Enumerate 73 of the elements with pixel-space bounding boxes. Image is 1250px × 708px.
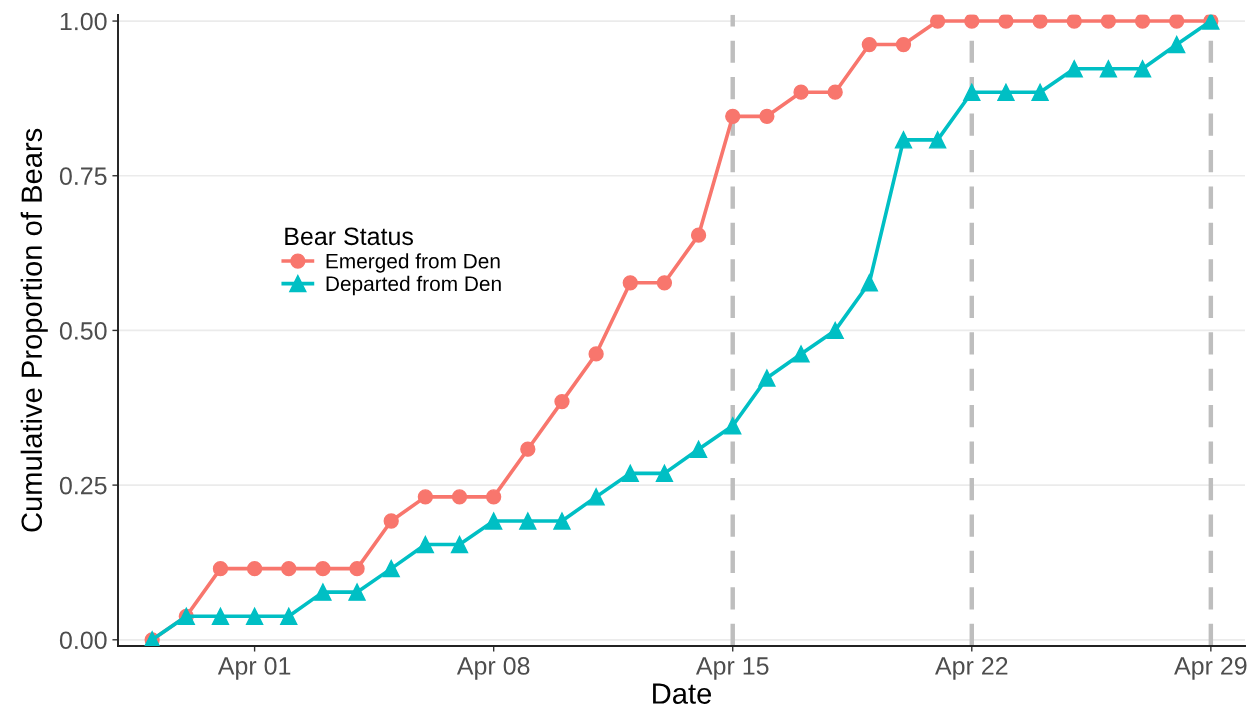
point xyxy=(690,227,707,243)
point xyxy=(588,346,604,362)
x-tick-label: Apr 15 xyxy=(695,657,769,680)
point xyxy=(793,84,809,100)
point xyxy=(894,131,913,149)
point xyxy=(450,535,469,554)
point xyxy=(725,108,741,124)
point xyxy=(587,488,605,506)
point xyxy=(998,14,1014,29)
point xyxy=(451,489,468,505)
point xyxy=(759,108,775,124)
y-tick-label: 0.75 xyxy=(59,167,107,186)
point xyxy=(315,560,331,577)
x-tick-label: Apr 08 xyxy=(456,657,530,680)
point xyxy=(484,512,503,530)
legend-title: Bear Status xyxy=(285,227,413,246)
point xyxy=(211,607,230,625)
point xyxy=(655,464,674,483)
point xyxy=(382,559,400,578)
point xyxy=(689,440,708,458)
y-tick-label: 0.00 xyxy=(59,631,107,650)
x-tick-label: Apr 01 xyxy=(217,657,291,680)
point xyxy=(416,535,435,554)
point xyxy=(656,275,673,291)
y-tick-label: 0.50 xyxy=(59,322,107,340)
point xyxy=(349,560,365,577)
point xyxy=(895,36,912,53)
point xyxy=(554,393,570,410)
point xyxy=(724,417,742,435)
x-tick-label: Apr 29 xyxy=(1174,657,1247,680)
point xyxy=(1031,83,1049,101)
point xyxy=(963,83,981,101)
legend-label: Emerged from Den xyxy=(326,253,500,273)
legend-label: Departed from Den xyxy=(326,275,501,296)
point xyxy=(1133,60,1152,78)
point xyxy=(622,275,638,291)
y-axis-title: Cumulative Proportion of Bears xyxy=(20,128,48,532)
point xyxy=(281,560,297,577)
point xyxy=(383,513,399,529)
point xyxy=(417,489,434,505)
point xyxy=(245,607,264,625)
point xyxy=(314,583,332,601)
point xyxy=(1168,35,1186,54)
point xyxy=(1100,14,1117,29)
point xyxy=(758,369,776,387)
x-axis-title: Date xyxy=(653,683,712,704)
point xyxy=(1169,14,1185,29)
y-tick-label: 1.00 xyxy=(60,12,107,31)
point xyxy=(1032,14,1048,29)
point xyxy=(827,84,843,100)
point xyxy=(212,560,229,577)
point xyxy=(246,560,263,577)
point xyxy=(1065,60,1083,78)
point xyxy=(1066,14,1082,29)
point xyxy=(929,14,946,29)
x-tick-label: Apr 22 xyxy=(935,657,1008,680)
point xyxy=(860,274,879,292)
point xyxy=(792,345,810,363)
point xyxy=(348,583,366,601)
point xyxy=(1099,60,1118,78)
point xyxy=(519,512,537,530)
point xyxy=(1134,14,1151,29)
point xyxy=(997,83,1015,101)
point xyxy=(928,131,947,149)
point xyxy=(861,36,877,53)
y-tick-label: 0.25 xyxy=(59,476,107,495)
point xyxy=(621,464,639,483)
point xyxy=(964,14,980,29)
point xyxy=(520,441,536,457)
point xyxy=(553,512,571,530)
point xyxy=(826,321,844,340)
point xyxy=(486,489,502,505)
point xyxy=(280,607,298,625)
